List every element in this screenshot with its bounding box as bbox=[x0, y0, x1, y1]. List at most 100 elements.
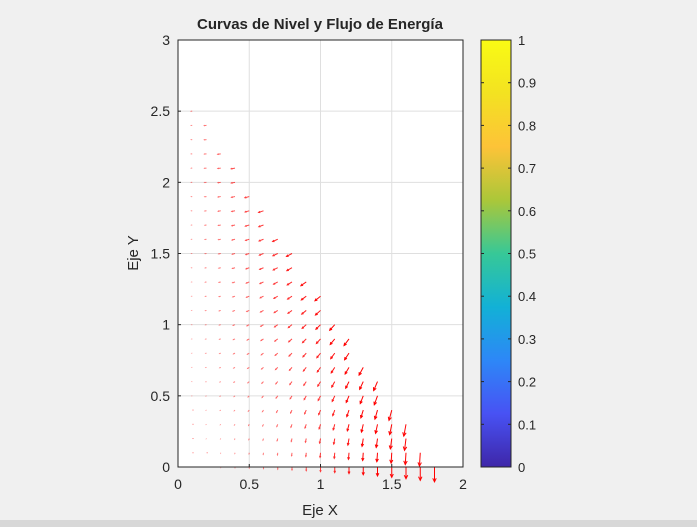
arrow-head bbox=[343, 342, 347, 347]
colorbar-tick-label: 0.1 bbox=[518, 417, 536, 432]
arrow bbox=[302, 367, 307, 373]
arrow-head bbox=[216, 181, 220, 184]
arrow bbox=[318, 424, 321, 431]
arrow-shaft bbox=[418, 452, 421, 467]
arrow bbox=[299, 281, 307, 287]
arrow-head bbox=[389, 473, 394, 479]
arrow bbox=[330, 352, 336, 360]
quiver-arrows bbox=[189, 110, 437, 484]
arrow-head bbox=[258, 253, 261, 256]
arrow bbox=[317, 381, 321, 388]
arrow-head bbox=[244, 224, 247, 227]
arrow-head bbox=[316, 369, 320, 373]
arrow-head bbox=[216, 167, 219, 170]
arrow-head bbox=[243, 196, 247, 199]
arrow-head bbox=[217, 281, 220, 284]
arrow bbox=[331, 381, 336, 389]
arrow-head bbox=[203, 181, 206, 184]
arrow bbox=[287, 338, 293, 343]
arrow bbox=[289, 381, 293, 386]
arrow bbox=[216, 153, 221, 156]
arrow-shaft bbox=[344, 367, 350, 375]
arrow-head bbox=[300, 312, 304, 315]
arrow bbox=[245, 281, 250, 284]
arrow bbox=[344, 367, 350, 375]
arrow bbox=[402, 438, 408, 452]
arrow bbox=[216, 167, 221, 170]
arrow-head bbox=[288, 368, 291, 372]
arrow-head bbox=[217, 295, 220, 298]
arrow bbox=[346, 424, 350, 433]
arrow-head bbox=[388, 445, 393, 451]
arrow bbox=[358, 367, 364, 377]
arrow bbox=[314, 295, 321, 302]
arrow-shaft bbox=[374, 409, 378, 420]
arrow-head bbox=[287, 311, 290, 315]
y-tick-label: 0.5 bbox=[151, 388, 171, 404]
arrow-head bbox=[259, 296, 262, 299]
arrow-head bbox=[316, 355, 319, 359]
arrow-head bbox=[262, 467, 265, 470]
x-tick-label: 0 bbox=[174, 476, 182, 492]
colorbar-tick-label: 0.9 bbox=[518, 76, 536, 91]
arrow bbox=[259, 295, 264, 299]
arrow bbox=[359, 409, 364, 419]
arrow bbox=[361, 467, 365, 476]
arrow bbox=[375, 452, 379, 463]
arrow-head bbox=[317, 384, 320, 388]
arrow bbox=[272, 281, 278, 285]
arrow-head bbox=[302, 355, 305, 358]
arrow bbox=[275, 395, 279, 400]
arrow-head bbox=[286, 297, 290, 300]
y-tick-label: 2 bbox=[162, 174, 170, 190]
colorbar-tick-label: 0.8 bbox=[518, 118, 536, 133]
arrow bbox=[258, 281, 264, 285]
arrow-head bbox=[315, 326, 319, 331]
arrow-head bbox=[300, 297, 304, 301]
arrow bbox=[290, 424, 293, 429]
arrow bbox=[231, 295, 236, 298]
arrow-head bbox=[258, 239, 261, 242]
x-tick-label: 0.5 bbox=[240, 476, 260, 492]
arrow bbox=[314, 310, 321, 316]
arrow bbox=[343, 352, 350, 361]
arrow-head bbox=[358, 372, 362, 377]
arrow bbox=[232, 381, 236, 383]
arrow-head bbox=[262, 425, 264, 427]
arrow bbox=[347, 467, 351, 475]
colorbar-ticks: 0 0.1 0.2 0.3 0.4 0.5 0.6 0.7 0.8 0.9 1 bbox=[481, 33, 536, 475]
arrow bbox=[247, 395, 250, 398]
arrow-head bbox=[272, 282, 276, 285]
arrow bbox=[203, 124, 207, 127]
arrow-head bbox=[361, 472, 365, 476]
arrow bbox=[203, 181, 207, 184]
arrow-shaft bbox=[233, 409, 236, 412]
arrow-shaft bbox=[345, 395, 350, 403]
arrow bbox=[301, 324, 307, 330]
colorbar bbox=[480, 39, 512, 468]
arrow-head bbox=[332, 413, 335, 417]
arrow-head bbox=[287, 340, 291, 343]
arrow bbox=[315, 324, 321, 331]
arrow-shaft bbox=[373, 395, 378, 406]
arrow bbox=[231, 267, 236, 270]
arrow bbox=[276, 438, 279, 442]
x-tick-label: 1.5 bbox=[382, 476, 402, 492]
arrow-head bbox=[275, 397, 278, 400]
arrow-head bbox=[345, 399, 349, 404]
arrow-head bbox=[276, 425, 278, 428]
arrow-head bbox=[203, 196, 206, 198]
arrow-head bbox=[347, 471, 351, 475]
arrow bbox=[403, 467, 409, 480]
arrow bbox=[233, 423, 236, 426]
arrow bbox=[361, 452, 365, 462]
arrow-head bbox=[232, 324, 234, 326]
arrow-shaft bbox=[375, 424, 378, 434]
arrow-head bbox=[276, 439, 279, 442]
arrow-head bbox=[314, 298, 318, 302]
arrow bbox=[262, 452, 264, 456]
arrow bbox=[230, 210, 236, 213]
arrow-head bbox=[231, 281, 234, 284]
arrow-head bbox=[375, 472, 380, 478]
